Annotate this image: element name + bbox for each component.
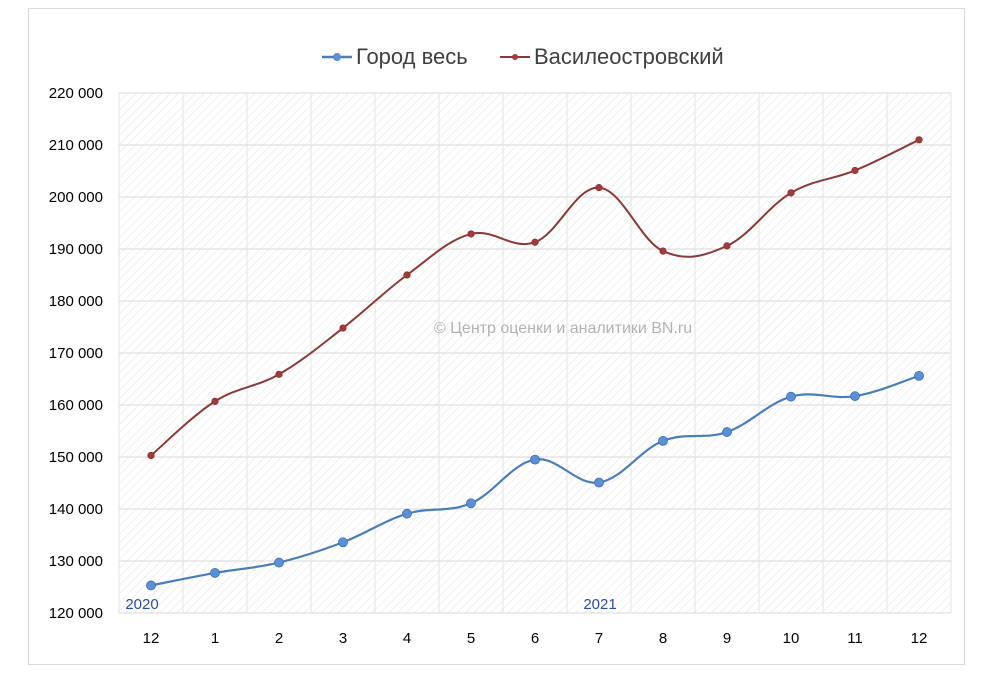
data-point bbox=[339, 324, 347, 332]
x-tick-label: 7 bbox=[595, 630, 603, 647]
data-point bbox=[211, 397, 219, 405]
series-1 bbox=[147, 136, 923, 460]
y-tick-label: 170 000 bbox=[49, 345, 103, 362]
data-point bbox=[338, 537, 348, 548]
data-point bbox=[594, 477, 604, 488]
x-tick-label: 12 bbox=[911, 630, 928, 647]
data-point bbox=[530, 454, 540, 465]
y-axis-ticks: 120 000 130 000 140 000 150 000 160 000 170 0… bbox=[49, 85, 103, 622]
data-point bbox=[595, 184, 603, 192]
x-axis-ticks: 12 1 2 3 4 5 6 7 8 9 10 11 12 bbox=[143, 630, 928, 647]
year-label-2021: 2021 bbox=[583, 596, 616, 613]
data-point bbox=[787, 189, 795, 197]
x-tick-label: 8 bbox=[659, 630, 667, 647]
legend-item-series-1: Василеостровский bbox=[500, 44, 724, 69]
data-point bbox=[466, 498, 476, 509]
data-point bbox=[850, 391, 860, 402]
data-point bbox=[467, 230, 475, 238]
x-tick-label: 9 bbox=[723, 630, 731, 647]
series-0 bbox=[146, 370, 924, 591]
y-tick-label: 120 000 bbox=[49, 605, 103, 622]
x-tick-label: 5 bbox=[467, 630, 475, 647]
legend-label-series-1: Василеостровский bbox=[534, 44, 724, 69]
x-tick-label: 10 bbox=[783, 630, 800, 647]
data-point bbox=[659, 247, 667, 255]
data-point bbox=[402, 508, 412, 519]
y-tick-label: 190 000 bbox=[49, 241, 103, 258]
y-tick-label: 220 000 bbox=[49, 85, 103, 102]
data-point bbox=[275, 370, 283, 378]
data-point bbox=[146, 580, 156, 591]
y-tick-label: 180 000 bbox=[49, 293, 103, 310]
x-tick-label: 2 bbox=[275, 630, 283, 647]
y-tick-label: 130 000 bbox=[49, 553, 103, 570]
y-tick-label: 150 000 bbox=[49, 449, 103, 466]
legend-marker-series-1 bbox=[512, 54, 518, 60]
x-tick-label: 12 bbox=[143, 630, 160, 647]
x-tick-label: 6 bbox=[531, 630, 539, 647]
y-tick-label: 140 000 bbox=[49, 501, 103, 518]
x-tick-label: 1 bbox=[211, 630, 219, 647]
watermark: © Центр оценки и аналитики BN.ru bbox=[434, 320, 692, 337]
data-point bbox=[147, 451, 155, 460]
y-tick-label: 210 000 bbox=[49, 137, 103, 154]
data-point bbox=[403, 271, 411, 279]
legend-marker-series-0 bbox=[333, 53, 341, 61]
series-layer bbox=[146, 136, 924, 591]
x-tick-label: 11 bbox=[847, 630, 863, 647]
data-point bbox=[851, 166, 859, 175]
gridlines bbox=[118, 92, 952, 614]
y-tick-label: 160 000 bbox=[49, 397, 103, 414]
data-point bbox=[210, 568, 220, 578]
x-tick-label: 4 bbox=[403, 630, 411, 647]
data-point bbox=[274, 557, 284, 568]
data-point bbox=[915, 136, 923, 144]
data-point bbox=[786, 391, 796, 402]
year-label-2020: 2020 bbox=[125, 596, 158, 613]
legend: Город весь Василеостровский bbox=[322, 44, 724, 69]
data-point bbox=[658, 435, 668, 446]
x-tick-label: 3 bbox=[339, 630, 347, 647]
data-point bbox=[914, 370, 924, 381]
legend-item-series-0: Город весь bbox=[322, 44, 468, 69]
data-point bbox=[722, 427, 732, 437]
legend-label-series-0: Город весь bbox=[356, 44, 468, 69]
data-point bbox=[531, 238, 539, 246]
data-point bbox=[723, 242, 731, 250]
y-tick-label: 200 000 bbox=[49, 189, 103, 206]
